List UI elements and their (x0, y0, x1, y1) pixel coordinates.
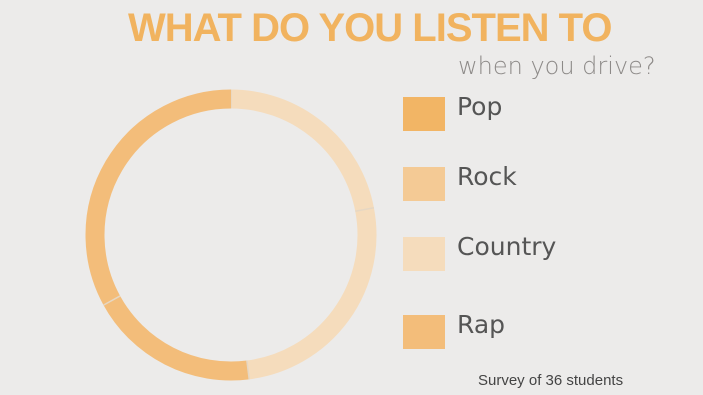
legend-label-rap: Rap (457, 309, 506, 339)
legend-swatch-rap (403, 315, 445, 349)
ring-segment-country-0 (230, 89, 374, 212)
chart-title: WHAT DO YOU LISTEN TO (128, 6, 612, 50)
legend-label-rock: Rock (457, 161, 517, 191)
ring-separator-3 (103, 295, 121, 306)
chart-footnote: Survey of 36 students (478, 372, 624, 389)
legend-label-pop: Pop (457, 91, 503, 121)
legend-swatch-country (403, 237, 445, 271)
chart-subtitle: when you drive? (458, 52, 656, 80)
ring-separator-2 (246, 360, 250, 380)
legend-item-rock: Rock (403, 161, 517, 204)
legend-item-rap: Rap (403, 309, 506, 352)
ring-segment-rap-3 (85, 89, 232, 306)
legend-swatch-rock (403, 167, 445, 201)
legend-item-country: Country (403, 231, 557, 274)
legend-label-country: Country (457, 231, 557, 261)
ring-segment-country-1 (246, 207, 377, 380)
ring-segment-rap-2 (103, 295, 250, 381)
ring-separator-1 (355, 206, 375, 213)
legend-item-pop: Pop (403, 91, 503, 134)
legend-swatch-pop (403, 97, 445, 131)
